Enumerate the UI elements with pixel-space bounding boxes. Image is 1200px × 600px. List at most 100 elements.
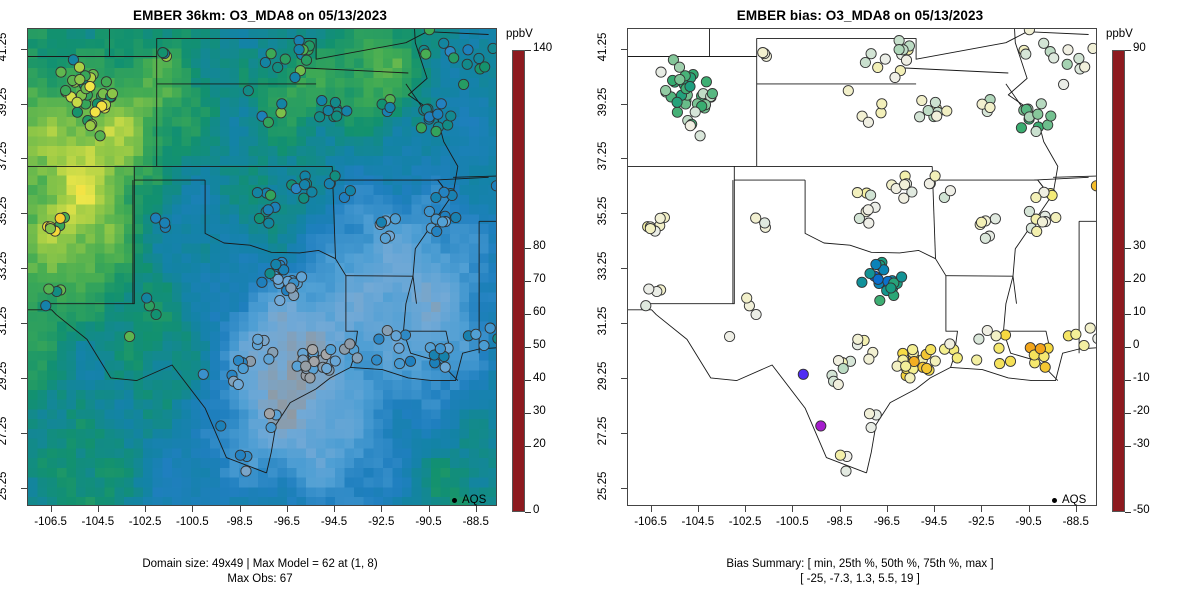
aqs-site-marker[interactable] bbox=[237, 362, 249, 375]
aqs-site-marker[interactable] bbox=[329, 96, 341, 108]
aqs-site-marker[interactable] bbox=[700, 76, 712, 88]
aqs-site-marker[interactable] bbox=[900, 360, 912, 372]
aqs-site-marker[interactable] bbox=[832, 378, 844, 390]
aqs-site-marker[interactable] bbox=[256, 276, 268, 288]
aqs-site-marker[interactable] bbox=[837, 362, 849, 375]
aqs-site-marker[interactable] bbox=[100, 76, 112, 88]
aqs-site-marker[interactable] bbox=[923, 178, 935, 190]
aqs-site-marker[interactable] bbox=[285, 282, 297, 294]
aqs-site-marker[interactable] bbox=[706, 88, 718, 100]
aqs-site-marker[interactable] bbox=[1023, 29, 1035, 36]
aqs-site-marker[interactable] bbox=[741, 292, 753, 304]
aqs-site-marker[interactable] bbox=[759, 217, 771, 229]
aqs-site-marker[interactable] bbox=[215, 420, 227, 432]
aqs-site-marker[interactable] bbox=[1023, 205, 1035, 217]
aqs-site-marker[interactable] bbox=[724, 330, 736, 343]
aqs-site-marker[interactable] bbox=[262, 116, 274, 128]
aqs-site-marker[interactable] bbox=[399, 329, 412, 341]
aqs-site-marker[interactable] bbox=[929, 170, 941, 182]
aqs-site-marker[interactable] bbox=[278, 264, 290, 276]
aqs-site-marker[interactable] bbox=[990, 330, 1002, 342]
aqs-site-marker[interactable] bbox=[1073, 52, 1085, 64]
aqs-site-marker[interactable] bbox=[74, 73, 86, 86]
aqs-site-marker[interactable] bbox=[834, 449, 846, 461]
aqs-site-marker[interactable] bbox=[60, 84, 72, 97]
aqs-site-marker[interactable] bbox=[323, 178, 335, 190]
aqs-site-marker[interactable] bbox=[689, 106, 701, 118]
aqs-site-marker[interactable] bbox=[263, 217, 275, 229]
aqs-site-marker[interactable] bbox=[390, 330, 402, 342]
aqs-site-marker[interactable] bbox=[863, 353, 875, 365]
aqs-site-marker[interactable] bbox=[856, 276, 868, 288]
aqs-site-marker[interactable] bbox=[1090, 180, 1096, 192]
aqs-site-marker[interactable] bbox=[329, 355, 341, 367]
aqs-site-marker[interactable] bbox=[852, 333, 864, 345]
aqs-site-marker[interactable] bbox=[470, 328, 482, 340]
aqs-site-marker[interactable] bbox=[1030, 191, 1042, 204]
aqs-site-marker[interactable] bbox=[872, 61, 884, 73]
aqs-site-marker[interactable] bbox=[1084, 322, 1096, 334]
aqs-site-marker[interactable] bbox=[859, 56, 871, 69]
aqs-site-marker[interactable] bbox=[490, 180, 496, 192]
aqs-site-marker[interactable] bbox=[1092, 333, 1096, 344]
aqs-site-marker[interactable] bbox=[865, 189, 877, 201]
aqs-site-marker[interactable] bbox=[307, 344, 319, 356]
aqs-site-marker[interactable] bbox=[655, 66, 667, 78]
aqs-site-marker[interactable] bbox=[479, 61, 491, 73]
aqs-site-marker[interactable] bbox=[384, 101, 396, 113]
aqs-site-marker[interactable] bbox=[1035, 98, 1047, 110]
aqs-site-marker[interactable] bbox=[671, 106, 683, 118]
aqs-site-marker[interactable] bbox=[450, 211, 462, 224]
aqs-site-marker[interactable] bbox=[478, 339, 490, 352]
aqs-site-marker[interactable] bbox=[671, 96, 683, 108]
aqs-site-marker[interactable] bbox=[300, 360, 312, 372]
aqs-site-marker[interactable] bbox=[750, 308, 762, 321]
aqs-site-marker[interactable] bbox=[916, 94, 928, 107]
aqs-site-marker[interactable] bbox=[907, 344, 919, 356]
aqs-site-marker[interactable] bbox=[84, 80, 96, 93]
aqs-site-marker[interactable] bbox=[922, 104, 934, 117]
aqs-site-marker[interactable] bbox=[438, 186, 450, 198]
aqs-site-marker[interactable] bbox=[851, 187, 863, 199]
aqs-site-marker[interactable] bbox=[270, 258, 282, 270]
panel-model-plot-frame[interactable] bbox=[27, 28, 497, 506]
aqs-site-marker[interactable] bbox=[984, 101, 996, 113]
aqs-site-marker[interactable] bbox=[914, 111, 926, 123]
aqs-site-marker[interactable] bbox=[44, 223, 56, 235]
aqs-site-marker[interactable] bbox=[870, 258, 882, 270]
aqs-site-marker[interactable] bbox=[1058, 78, 1070, 90]
aqs-site-marker[interactable] bbox=[299, 179, 311, 191]
aqs-site-marker[interactable] bbox=[889, 71, 901, 83]
aqs-site-marker[interactable] bbox=[435, 98, 447, 110]
aqs-site-marker[interactable] bbox=[331, 110, 343, 122]
aqs-site-marker[interactable] bbox=[304, 372, 316, 384]
aqs-site-marker[interactable] bbox=[423, 205, 435, 217]
aqs-site-marker[interactable] bbox=[344, 338, 356, 350]
aqs-site-marker[interactable] bbox=[981, 324, 993, 337]
panel-bias-plot-frame[interactable] bbox=[627, 28, 1097, 506]
aqs-site-marker[interactable] bbox=[73, 61, 86, 73]
aqs-site-marker[interactable] bbox=[971, 354, 983, 366]
aqs-site-marker[interactable] bbox=[1070, 328, 1082, 340]
aqs-site-marker[interactable] bbox=[944, 185, 956, 197]
aqs-site-marker[interactable] bbox=[908, 355, 920, 368]
aqs-site-markers[interactable] bbox=[40, 29, 496, 477]
aqs-site-marker[interactable] bbox=[420, 48, 432, 60]
aqs-site-marker[interactable] bbox=[150, 308, 162, 321]
aqs-site-marker[interactable] bbox=[415, 122, 427, 134]
aqs-site-marker[interactable] bbox=[389, 213, 401, 225]
aqs-site-marker[interactable] bbox=[673, 61, 686, 73]
aqs-site-marker[interactable] bbox=[879, 53, 891, 65]
aqs-site-marker[interactable] bbox=[461, 58, 473, 70]
aqs-site-marker[interactable] bbox=[640, 300, 652, 312]
aqs-site-marker[interactable] bbox=[321, 362, 333, 374]
aqs-site-marker[interactable] bbox=[279, 53, 291, 65]
aqs-site-marker[interactable] bbox=[1036, 216, 1049, 228]
aqs-site-marker[interactable] bbox=[1015, 122, 1027, 134]
aqs-site-marker[interactable] bbox=[1062, 44, 1074, 56]
aqs-site-marker[interactable] bbox=[993, 342, 1005, 354]
aqs-site-marker[interactable] bbox=[439, 361, 451, 373]
aqs-site-marker[interactable] bbox=[157, 47, 169, 59]
aqs-site-marker[interactable] bbox=[979, 232, 991, 244]
aqs-site-marker[interactable] bbox=[1048, 52, 1060, 64]
